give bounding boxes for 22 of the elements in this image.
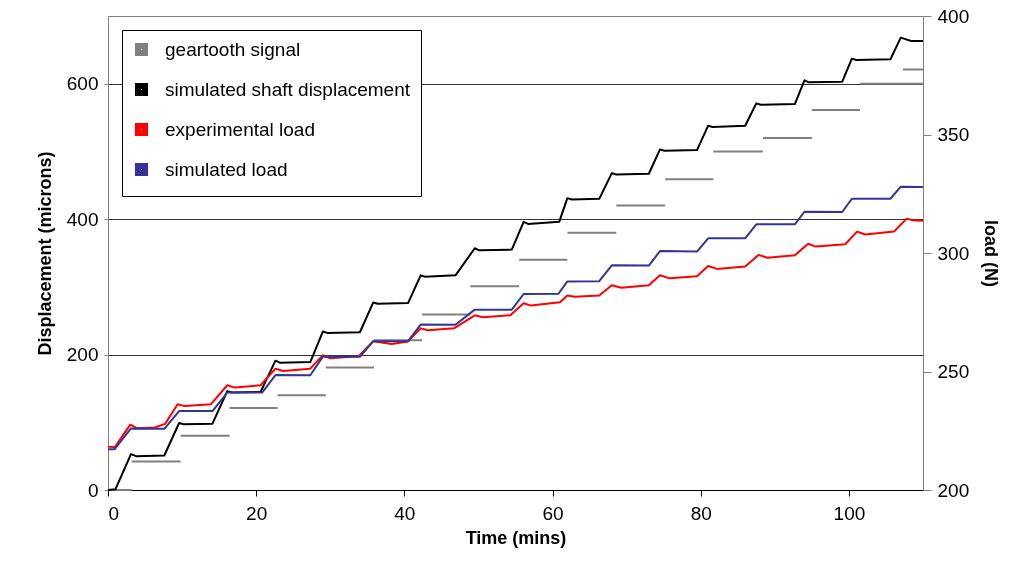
x-tick-label: 60 [542,502,564,524]
y-tick-label: 200 [66,344,99,366]
x-tick-label: 20 [246,502,268,524]
y-tick-label: 400 [66,208,99,230]
x-tick-label: 80 [690,502,712,524]
y2-tick-label: 300 [937,242,970,264]
y2-tick-label: 350 [937,124,970,145]
legend-label: experimental load [165,118,315,140]
x-tick-label: 40 [394,502,416,524]
legend-label: simulated load [165,158,288,180]
y-axis-title: Displacement (microns) [34,151,55,356]
x-axis-title: Time (mins) [465,527,567,548]
x-tick-label: 0 [108,502,120,524]
y-tick-label: 600 [66,73,99,95]
y2-axis-title: load (N) [981,220,1002,287]
y2-tick-label: 200 [937,479,970,501]
legend-label: simulated shaft displacement [165,78,411,100]
x-tick-label: 100 [833,502,866,524]
legend-label: geartooth signal [165,38,301,60]
y2-tick-label: 400 [937,5,970,27]
y2-tick-label: 250 [937,361,970,382]
y-tick-label: 0 [87,479,99,501]
